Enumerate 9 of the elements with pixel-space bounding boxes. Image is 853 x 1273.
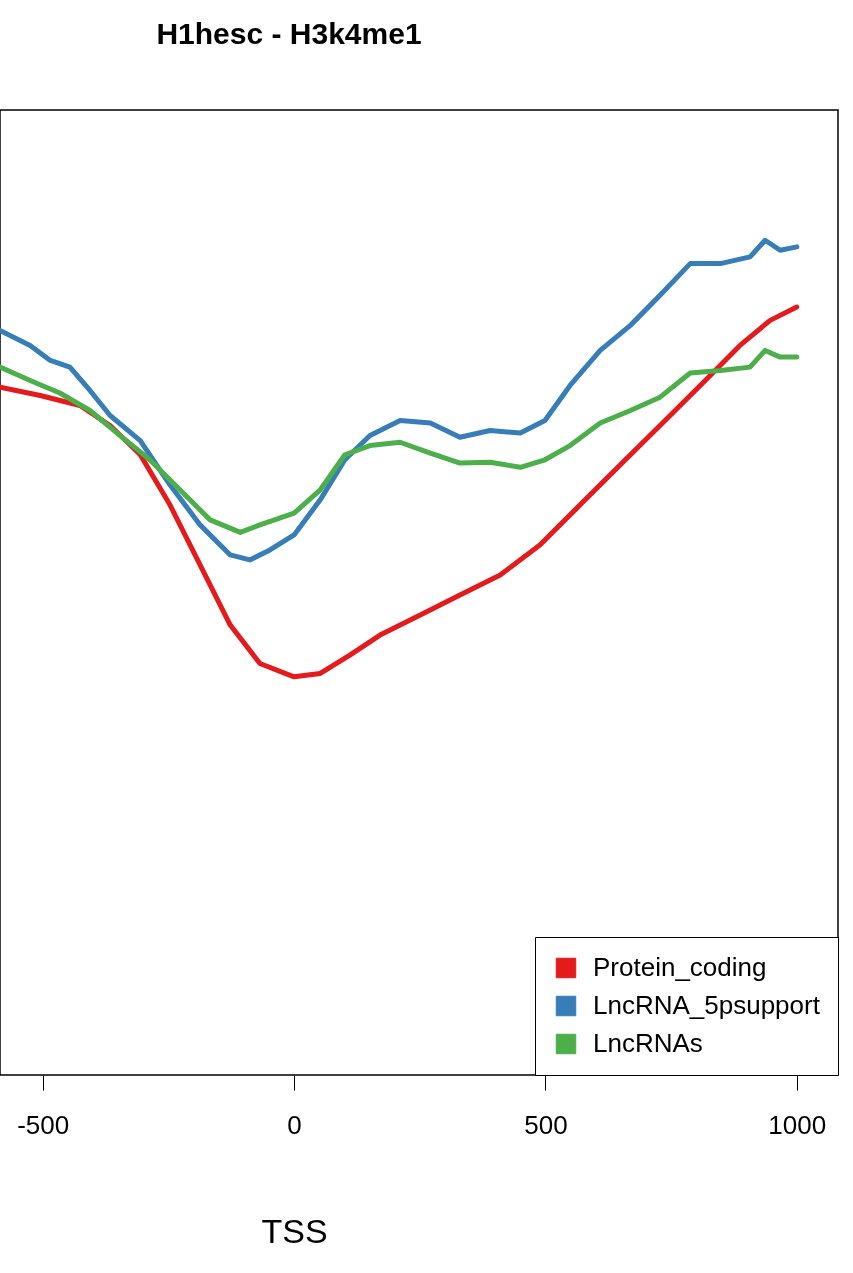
x-tick-label: 1000 <box>768 1109 827 1140</box>
legend-label: LncRNA_5psupport <box>593 990 821 1020</box>
legend-label: LncRNAs <box>593 1028 703 1058</box>
chart-title: H1hesc - H3k4me1 <box>156 17 422 50</box>
x-axis-title: TSS <box>261 1211 328 1250</box>
x-tick-label: -500 <box>17 1109 70 1140</box>
x-tick-label: 0 <box>287 1109 302 1140</box>
legend-label: Protein_coding <box>593 952 767 982</box>
x-tick-label: 500 <box>524 1109 568 1140</box>
